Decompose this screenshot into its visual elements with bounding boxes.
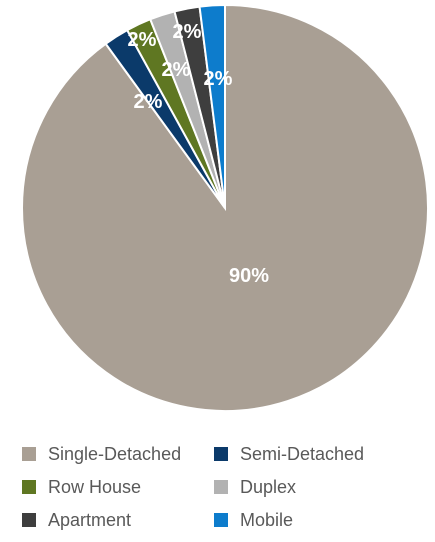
data-label-apartment: 2% — [173, 21, 202, 43]
legend-swatch — [22, 513, 36, 527]
legend-item-mobile: Mobile — [214, 508, 293, 532]
data-label-mobile: 2% — [204, 68, 233, 90]
legend-label: Duplex — [240, 476, 297, 497]
legend-swatch — [214, 513, 228, 527]
legend-swatch — [22, 447, 36, 461]
legend-item-semi-detached: Semi-Detached — [214, 442, 364, 466]
legend-label: Single-Detached — [48, 443, 182, 464]
legend-swatch — [214, 480, 228, 494]
pie-svg: 90%2%2%2%2%2% — [21, 3, 429, 412]
legend-label: Semi-Detached — [240, 443, 365, 464]
legend-label: Apartment — [48, 509, 132, 530]
legend-swatch — [214, 447, 228, 461]
legend-item-duplex: Duplex — [214, 475, 296, 499]
data-label-duplex: 2% — [162, 59, 191, 81]
data-label-semi-detached: 2% — [134, 91, 163, 113]
legend-swatch — [22, 480, 36, 494]
pie-slice-mobile — [198, 3, 226, 209]
data-label-row-house: 2% — [128, 29, 157, 51]
legend-label: Row House — [48, 476, 142, 497]
legend-item-single-detached: Single-Detached — [22, 442, 181, 466]
data-label-single-detached: 90% — [229, 265, 269, 287]
legend-label: Mobile — [240, 509, 294, 530]
legend-item-apartment: Apartment — [22, 508, 131, 532]
legend-item-row-house: Row House — [22, 475, 141, 499]
